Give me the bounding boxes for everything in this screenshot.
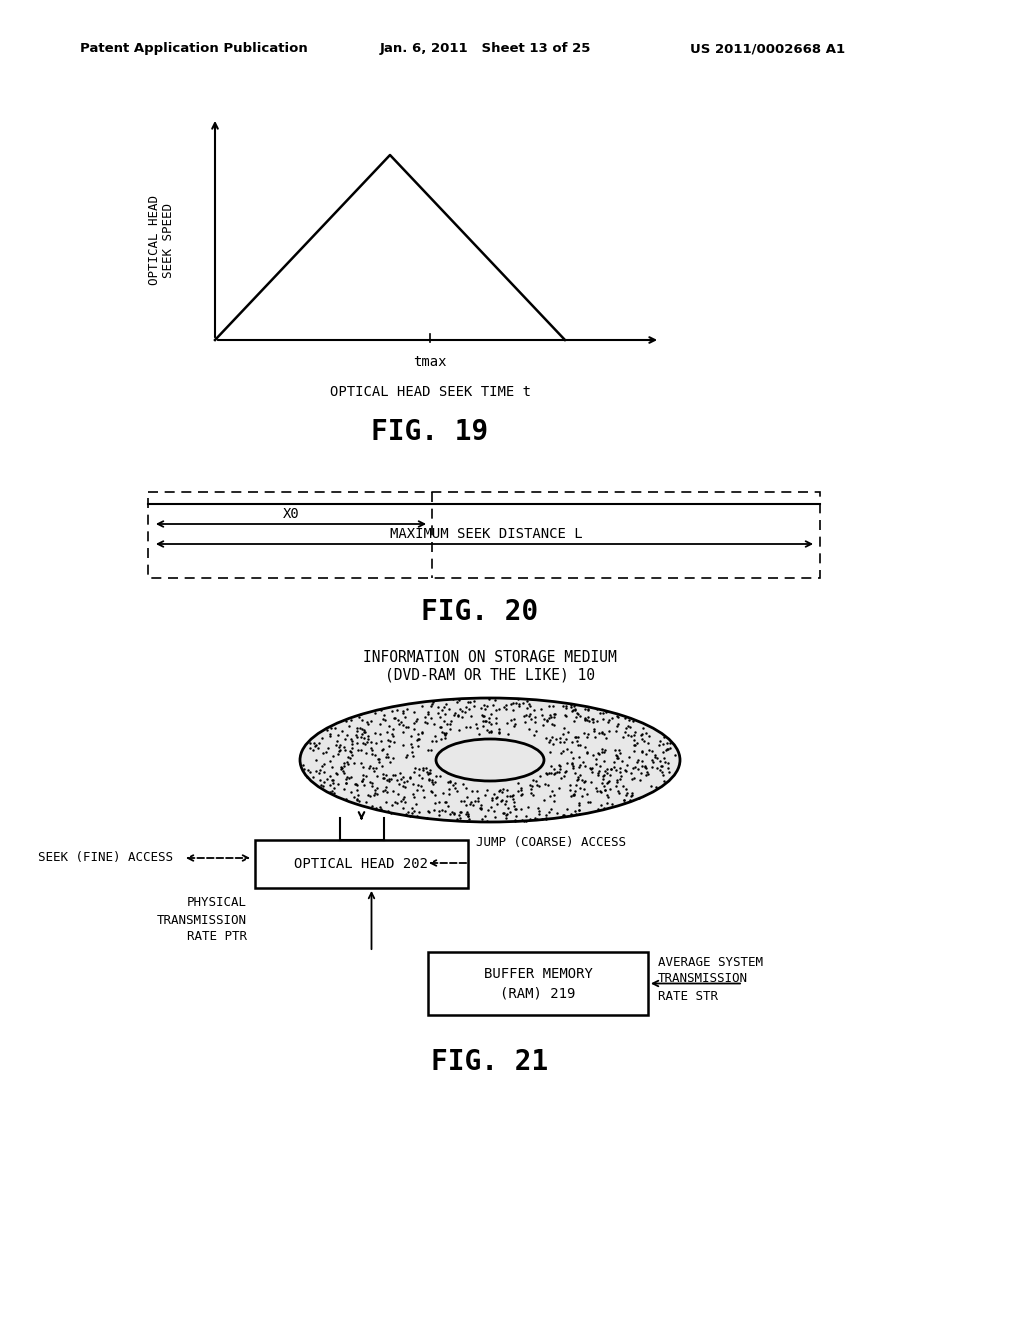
Text: PHYSICAL
TRANSMISSION
RATE PTR: PHYSICAL TRANSMISSION RATE PTR xyxy=(157,896,247,944)
Text: FIG. 21: FIG. 21 xyxy=(431,1048,549,1076)
Text: OPTICAL HEAD: OPTICAL HEAD xyxy=(148,195,162,285)
Text: INFORMATION ON STORAGE MEDIUM: INFORMATION ON STORAGE MEDIUM xyxy=(364,649,616,665)
Text: Jan. 6, 2011   Sheet 13 of 25: Jan. 6, 2011 Sheet 13 of 25 xyxy=(380,42,592,55)
Text: JUMP (COARSE) ACCESS: JUMP (COARSE) ACCESS xyxy=(476,836,626,849)
Text: FIG. 19: FIG. 19 xyxy=(372,418,488,446)
Text: SEEK SPEED: SEEK SPEED xyxy=(162,202,174,277)
Text: SEEK (FINE) ACCESS: SEEK (FINE) ACCESS xyxy=(38,851,173,865)
Text: MAXIMUM SEEK DISTANCE L: MAXIMUM SEEK DISTANCE L xyxy=(390,527,583,541)
Text: US 2011/0002668 A1: US 2011/0002668 A1 xyxy=(690,42,845,55)
Polygon shape xyxy=(428,952,648,1015)
Ellipse shape xyxy=(300,698,680,822)
Text: OPTICAL HEAD 202: OPTICAL HEAD 202 xyxy=(295,857,428,871)
Text: X0: X0 xyxy=(283,507,299,521)
Polygon shape xyxy=(255,840,468,888)
Text: (DVD-RAM OR THE LIKE) 10: (DVD-RAM OR THE LIKE) 10 xyxy=(385,668,595,682)
Text: OPTICAL HEAD SEEK TIME t: OPTICAL HEAD SEEK TIME t xyxy=(330,385,530,399)
Text: Patent Application Publication: Patent Application Publication xyxy=(80,42,308,55)
Text: AVERAGE SYSTEM
TRANSMISSION
RATE STR: AVERAGE SYSTEM TRANSMISSION RATE STR xyxy=(658,956,763,1002)
Text: tmax: tmax xyxy=(414,355,446,370)
Text: FIG. 20: FIG. 20 xyxy=(421,598,539,626)
Text: BUFFER MEMORY
(RAM) 219: BUFFER MEMORY (RAM) 219 xyxy=(483,966,593,1001)
